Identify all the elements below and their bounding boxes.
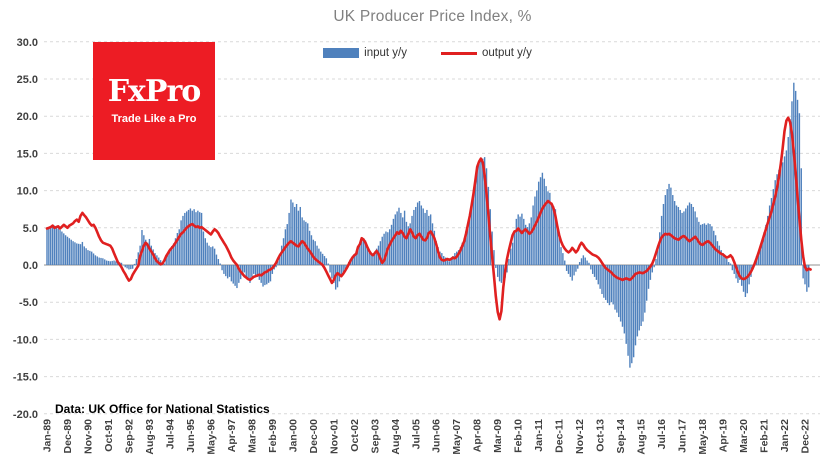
line-series-output (45, 116, 812, 321)
x-tick-label: Dec-11 (554, 419, 566, 453)
y-tick-label: 25.0 (17, 74, 38, 86)
x-tick-label: Nov-01 (328, 419, 340, 454)
x-tick-label: Mar-98 (246, 419, 258, 453)
x-tick-label: Nov-12 (574, 419, 586, 454)
x-tick-label: Oct-91 (103, 419, 115, 452)
x-tick-label: Jul-05 (410, 419, 422, 450)
y-tick-label: -20.0 (13, 409, 38, 421)
legend-item-output: output y/y (440, 47, 532, 59)
fxpro-wordmark: FxPro (107, 74, 202, 109)
x-tick-label: Apr-97 (226, 419, 238, 452)
x-tick-label: Jan-22 (779, 419, 791, 452)
x-tick-label: Jun-95 (185, 419, 197, 453)
y-tick-label: 0.0 (23, 260, 38, 272)
y-axis-labels: 30.0 25.0 20.0 15.0 10.0 5.0 0.0 -5.0 -10.0 -15.0… (13, 37, 38, 421)
x-tick-label: Apr-08 (472, 419, 484, 452)
x-tick-label: Mar-09 (492, 419, 504, 453)
x-tick-label: Dec-89 (62, 419, 74, 454)
input-series-swatch (323, 48, 360, 58)
chart-title: UK Producer Price Index, % (333, 8, 532, 25)
x-tick-label: Dec-00 (308, 419, 320, 454)
x-tick-label: May-96 (205, 419, 217, 455)
x-tick-label: Nov-90 (83, 419, 95, 454)
y-tick-label: -5.0 (19, 297, 38, 309)
legend-output-label: output y/y (481, 47, 532, 59)
x-tick-label: Oct-02 (349, 419, 361, 452)
x-tick-label: Oct-13 (595, 419, 607, 452)
x-tick-label: Jul-16 (656, 419, 668, 450)
x-tick-label: Sep-03 (369, 419, 381, 454)
x-axis-labels: Jan-89 Dec-89 Nov-90 Oct-91 Sep-92 Aug-93 Jul-… (42, 419, 812, 455)
y-tick-label: 20.0 (17, 111, 38, 123)
y-tick-label: 5.0 (23, 223, 38, 235)
x-tick-label: Sep-92 (123, 419, 135, 454)
x-tick-label: Jan-11 (533, 419, 545, 452)
y-tick-label: -15.0 (13, 372, 38, 384)
x-tick-label: Feb-10 (513, 419, 525, 453)
x-tick-label: Jan-00 (287, 419, 299, 452)
chart-legend: input y/y output y/y (20, 47, 835, 59)
x-tick-label: Aug-04 (390, 419, 402, 455)
x-tick-label: Jun-17 (677, 419, 689, 453)
y-tick-label: 30.0 (17, 37, 38, 49)
y-tick-label: 15.0 (17, 148, 38, 160)
fxpro-tagline: Trade Like a Pro (111, 113, 197, 125)
legend-item-input: input y/y (323, 47, 407, 59)
x-tick-label: Aug-93 (144, 419, 156, 455)
x-tick-label: Jan-89 (42, 419, 54, 452)
legend-input-label: input y/y (364, 47, 407, 59)
x-tick-label: Sep-14 (615, 419, 627, 454)
x-tick-label: Apr-19 (718, 419, 730, 452)
fxpro-logo: FxPro Trade Like a Pro (93, 42, 215, 160)
output-series-swatch (440, 51, 477, 55)
x-tick-label: Jun-06 (431, 419, 443, 453)
x-tick-label: May-18 (697, 419, 709, 455)
data-source-note: Data: UK Office for National Statistics (55, 402, 270, 416)
y-tick-label: -10.0 (13, 334, 38, 346)
x-tick-label: Jul-94 (164, 419, 176, 450)
y-tick-label: 10.0 (17, 186, 38, 198)
x-tick-label: Dec-22 (800, 419, 812, 454)
x-tick-label: May-07 (451, 419, 463, 455)
x-tick-label: Mar-20 (738, 419, 750, 453)
x-tick-label: Aug-15 (636, 419, 648, 455)
x-tick-label: Feb-99 (267, 419, 279, 453)
x-tick-label: Feb-21 (759, 419, 771, 453)
